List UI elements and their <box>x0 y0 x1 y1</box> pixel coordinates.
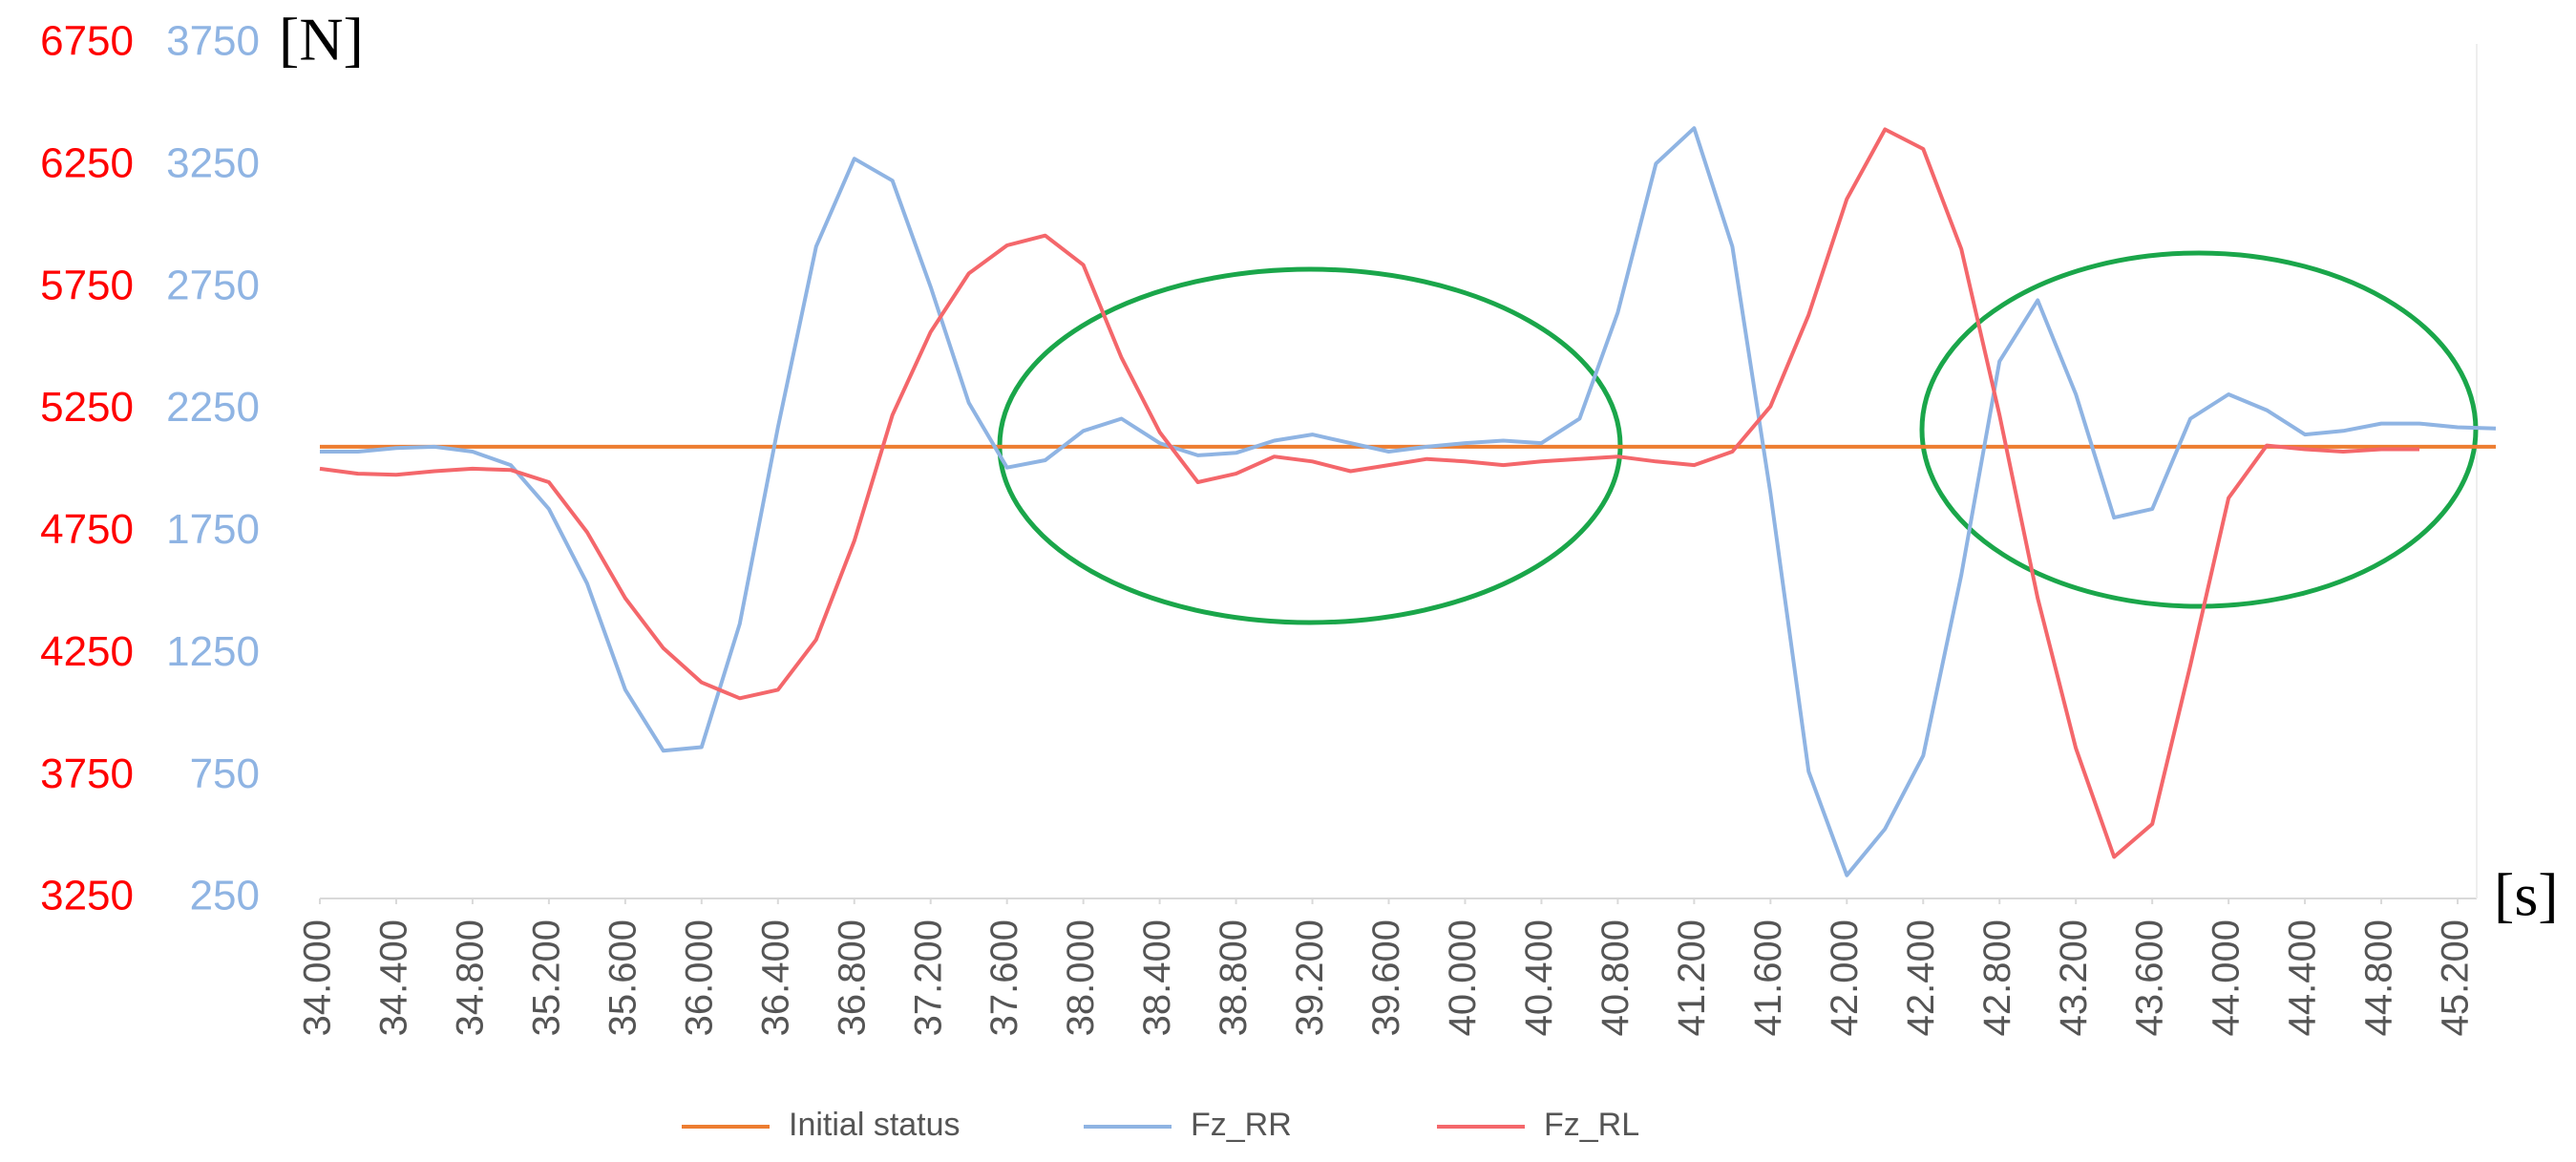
y2-tick-label: 3750 <box>166 18 260 65</box>
x-tick-label: 40.000 <box>1442 919 1484 1036</box>
x-tick-label: 43.600 <box>2129 919 2171 1036</box>
x-tick-label: 35.600 <box>602 919 644 1036</box>
y-tick-label: 5250 <box>40 384 134 431</box>
x-tick-label: 45.200 <box>2435 919 2477 1036</box>
y2-tick-label: 750 <box>190 750 260 797</box>
x-tick-label: 44.400 <box>2282 919 2324 1036</box>
x-tick-label: 39.200 <box>1289 919 1331 1036</box>
x-tick-label: 36.800 <box>831 919 873 1036</box>
x-tick-label: 38.800 <box>1213 919 1255 1036</box>
x-tick-label: 37.200 <box>907 919 949 1036</box>
x-tick-label: 44.800 <box>2358 919 2400 1036</box>
y2-tick-label: 2250 <box>166 384 260 431</box>
x-tick-label: 42.000 <box>1824 919 1866 1036</box>
y2-tick-label: 1250 <box>166 628 260 675</box>
x-tick-label: 41.600 <box>1747 919 1789 1036</box>
x-tick-label: 38.000 <box>1060 919 1102 1036</box>
series-line <box>319 127 2419 859</box>
legend-label: Fz_RR <box>1191 1107 1292 1143</box>
y2-tick-label: 2750 <box>166 262 260 308</box>
y-axis-label: [N] <box>279 6 364 74</box>
x-tick-label: 43.200 <box>2053 919 2095 1036</box>
y-tick-label: 4750 <box>40 506 134 553</box>
legend-label: Fz_RL <box>1544 1107 1639 1143</box>
x-tick-label: 39.600 <box>1365 919 1407 1036</box>
x-tick-label: 40.800 <box>1594 919 1636 1036</box>
x-tick-label: 34.000 <box>297 919 339 1036</box>
x-axis-label: [s] <box>2494 861 2559 929</box>
x-tick-label: 37.600 <box>983 919 1025 1036</box>
x-tick-label: 38.400 <box>1136 919 1178 1036</box>
y2-tick-label: 3250 <box>166 139 260 186</box>
y2-tick-label: 250 <box>190 873 260 919</box>
y-tick-label: 3750 <box>40 750 134 797</box>
x-tick-label: 42.400 <box>1900 919 1942 1036</box>
x-tick-label: 36.400 <box>754 919 796 1036</box>
x-tick-label: 35.200 <box>525 919 567 1036</box>
x-tick-label: 36.000 <box>678 919 720 1036</box>
x-tick-label: 34.800 <box>449 919 491 1036</box>
highlight-ellipse <box>1919 250 2479 609</box>
x-tick-label: 42.800 <box>1976 919 2018 1036</box>
x-tick-label: 44.000 <box>2206 919 2248 1036</box>
y2-tick-label: 1750 <box>166 506 260 553</box>
x-tick-label: 34.400 <box>373 919 415 1036</box>
series-line <box>320 126 2497 877</box>
x-tick-label: 41.200 <box>1671 919 1713 1036</box>
y-tick-label: 6750 <box>40 18 134 65</box>
legend-label: Initial status <box>789 1107 961 1143</box>
y-tick-label: 4250 <box>40 628 134 675</box>
y-tick-label: 6250 <box>40 139 134 186</box>
y-tick-label: 3250 <box>40 873 134 919</box>
y-tick-label: 5750 <box>40 262 134 308</box>
x-tick-label: 40.400 <box>1518 919 1560 1036</box>
